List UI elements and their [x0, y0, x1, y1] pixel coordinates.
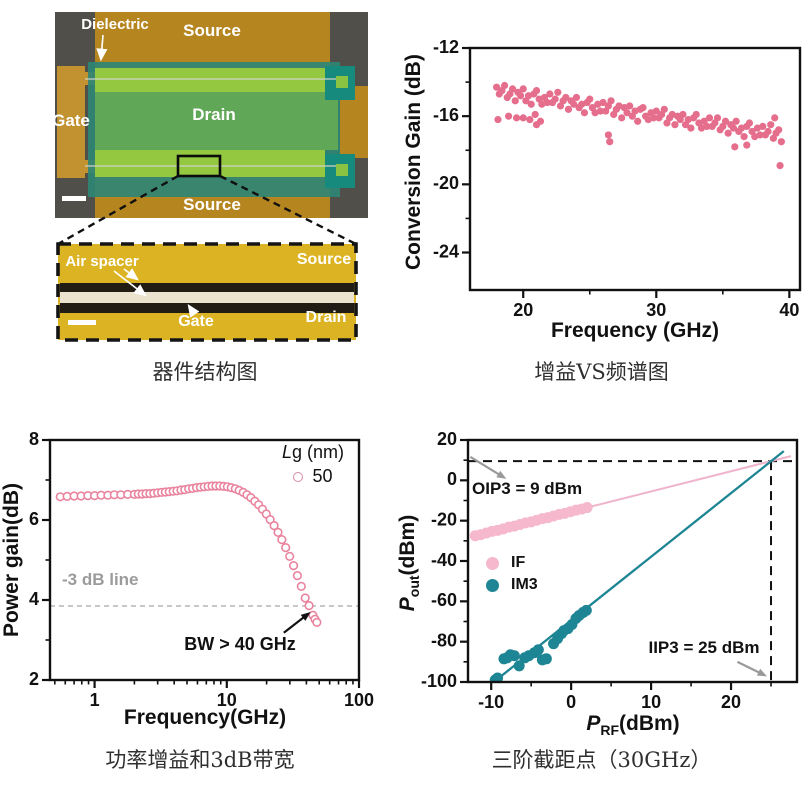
svg-text:-80: -80 [431, 630, 457, 650]
ip3-legend: IF IM3 [486, 552, 538, 596]
svg-text:6: 6 [29, 509, 39, 529]
svg-text:-60: -60 [431, 590, 457, 610]
inset-gate-arrow [187, 304, 200, 318]
source-bottom-label: Source [183, 195, 241, 214]
zoom-connector-right [219, 174, 357, 246]
inset-gate-label: Gate [178, 313, 214, 330]
air-spacer-bottom [60, 303, 354, 313]
svg-text:0: 0 [447, 469, 457, 489]
power-y-axis-label: Power gain(dB) [0, 483, 23, 638]
source-pad-top [95, 12, 330, 69]
power-gain-chart: 1 10 100 8 6 4 2 [29, 429, 374, 710]
im3-legend-label: IM3 [511, 576, 538, 593]
svg-text:10: 10 [641, 692, 661, 712]
svg-text:-10: -10 [478, 692, 504, 712]
ip3-ylabel-symbol: P [396, 597, 419, 612]
channel-strip-bottom [95, 150, 325, 177]
svg-text:2: 2 [29, 669, 39, 689]
iip3-annotation: IIP3 = 25 dBm [648, 638, 760, 657]
svg-text:100: 100 [344, 690, 374, 710]
svg-text:-20: -20 [433, 173, 459, 193]
svg-text:-40: -40 [431, 550, 457, 570]
drain-region [95, 92, 338, 150]
dielectric-label: Dielectric [81, 16, 149, 33]
scale-bar [62, 196, 86, 201]
device-sem-image: Dielectric Source Gate Drain Source Air … [52, 12, 368, 342]
ip3-ylabel-units: (dBm) [396, 514, 419, 576]
zoom-region-box [176, 154, 222, 178]
ip3-xlabel-symbol: P [586, 712, 601, 735]
ip3-panel: -10 0 10 20 20 0 -20 -40 -60 -80 -100 Pout(dBm) PR… [396, 400, 803, 745]
inset-source-label: Source [297, 251, 351, 268]
if-legend-label: IF [511, 554, 526, 571]
svg-text:30: 30 [646, 300, 666, 320]
ip3-y-axis-label: Pout(dBm) [396, 458, 422, 668]
legend-title-italic: L [281, 442, 292, 462]
air-spacer-arrow-2 [113, 270, 147, 297]
svg-text:10: 10 [217, 690, 237, 710]
caption-ip3: 三阶截距点（30GHz） [491, 748, 712, 772]
via-pad-top [336, 76, 348, 88]
power-legend: Lg (nm) 50 [258, 442, 368, 487]
power-x-axis-label: Frequency(GHz) [123, 706, 287, 729]
svg-text:-12: -12 [433, 37, 459, 57]
device-structure-panel: Dielectric Source Gate Drain Source Air … [40, 8, 370, 353]
ip3-xlabel-units: (dBm) [619, 712, 680, 735]
conversion-y-axis-label: Conversion Gain (dB) [402, 54, 425, 270]
ip3-x-axis-label: PRF(dBm) [468, 712, 798, 738]
ip3-ylabel-subscript: out [406, 575, 422, 598]
gate-label: Gate [52, 111, 90, 130]
if-marker-icon [486, 556, 499, 570]
via-pad-bottom [336, 164, 348, 176]
caption-device: 器件结构图 [152, 360, 258, 384]
caption-power: 功率增益和3dB带宽 [105, 748, 295, 772]
im3-marker-icon [486, 578, 499, 592]
svg-text:-24: -24 [433, 241, 459, 261]
air-spacer-label: Air spacer [65, 253, 139, 270]
caption-conversion: 增益VS频谱图 [534, 360, 669, 384]
open-circle-marker-icon [293, 471, 304, 482]
svg-text:20: 20 [513, 300, 533, 320]
ip3-legend-entry-if: IF [486, 552, 538, 574]
gate-electrode [57, 66, 85, 178]
zoom-connector-left [57, 174, 179, 246]
svg-text:-16: -16 [433, 105, 459, 125]
svg-text:4: 4 [29, 589, 39, 609]
svg-text:20: 20 [721, 692, 741, 712]
minus3db-annotation: -3 dB line [62, 570, 139, 589]
ip3-legend-entry-im3: IM3 [486, 574, 538, 596]
gate-metal-line [60, 292, 354, 303]
bandwidth-annotation: BW > 40 GHz [184, 634, 296, 654]
conversion-gain-panel: 20 30 40 -12 -16 -20 -24 Conversion Gain (dB) … [400, 8, 803, 353]
oip3-annotation: OIP3 = 9 dBm [472, 479, 583, 498]
power-legend-entry: 50 [258, 466, 368, 487]
svg-text:20: 20 [437, 429, 457, 449]
svg-text:1: 1 [90, 690, 100, 710]
svg-text:-100: -100 [421, 671, 457, 691]
source-top-label: Source [183, 21, 241, 40]
conversion-x-axis-label: Frequency (GHz) [550, 319, 720, 342]
svg-text:40: 40 [779, 300, 799, 320]
power-gain-panel: 1 10 100 8 6 4 2 Power gain(dB) Frequency(GHz)… [0, 400, 400, 745]
power-legend-title: Lg (nm) [258, 442, 368, 463]
dielectric-arrow [96, 34, 108, 62]
inset-scale-bar [68, 320, 96, 325]
conversion-gain-chart: 20 30 40 -12 -16 -20 -24 [433, 37, 802, 320]
svg-text:-20: -20 [431, 509, 457, 529]
air-spacer-arrow-1 [123, 268, 139, 281]
channel-strip-top [95, 68, 325, 92]
ip3-xlabel-subscript: RF [600, 722, 620, 738]
air-spacer-top [60, 283, 354, 292]
svg-text:0: 0 [566, 692, 576, 712]
svg-text:8: 8 [29, 429, 39, 449]
inset-drain-label: Drain [306, 309, 347, 326]
power-legend-value: 50 [312, 466, 333, 486]
legend-title-rest: g (nm) [292, 442, 345, 462]
drain-label: Drain [192, 105, 235, 124]
